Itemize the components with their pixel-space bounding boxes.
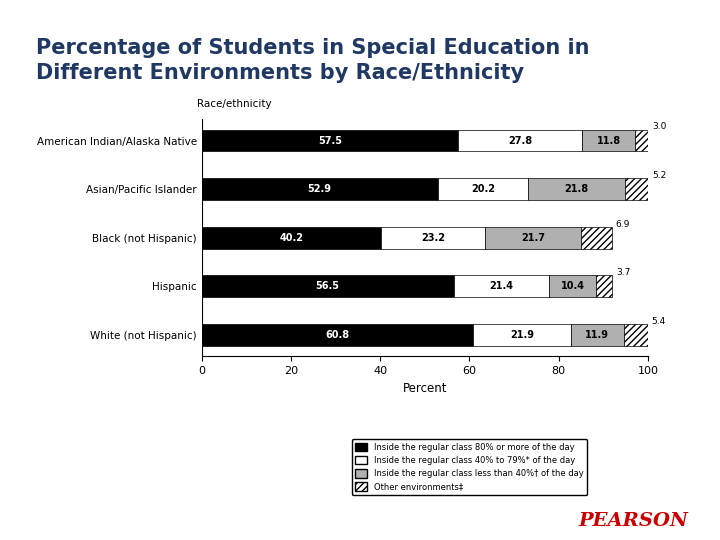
Bar	[438, 178, 528, 200]
Text: Turnbull, Turnbull, Wehmeyer, and Shogren  Exceptional Lives, 8th Edition.: Turnbull, Turnbull, Wehmeyer, and Shogre…	[14, 506, 300, 515]
Bar	[582, 227, 612, 248]
Bar	[635, 130, 649, 151]
Text: 21.9: 21.9	[510, 330, 534, 340]
Bar	[624, 324, 648, 346]
Bar	[571, 324, 624, 346]
Text: 27.8: 27.8	[508, 136, 532, 145]
Text: 60.8: 60.8	[325, 330, 349, 340]
Bar	[202, 130, 458, 151]
Text: 56.5: 56.5	[315, 281, 340, 291]
Bar	[473, 324, 571, 346]
Text: 21.8: 21.8	[564, 184, 589, 194]
Text: Race/ethnicity: Race/ethnicity	[197, 99, 271, 109]
Text: 3.0: 3.0	[652, 123, 667, 131]
Bar	[202, 275, 454, 297]
Bar	[582, 130, 635, 151]
Text: 21.7: 21.7	[521, 233, 545, 242]
Text: 5.2: 5.2	[652, 171, 666, 180]
Bar	[485, 227, 582, 248]
Text: 11.9: 11.9	[585, 330, 609, 340]
Bar	[625, 178, 649, 200]
Bar	[549, 275, 595, 297]
Text: 23.2: 23.2	[420, 233, 445, 242]
Text: 40.2: 40.2	[279, 233, 303, 242]
Bar	[528, 178, 625, 200]
Bar	[381, 227, 485, 248]
Text: 52.9: 52.9	[307, 184, 332, 194]
Text: 21.4: 21.4	[490, 281, 513, 291]
Text: 5.4: 5.4	[652, 316, 666, 326]
Bar	[202, 227, 381, 248]
Bar	[202, 178, 438, 200]
Text: © 2016, 2013, 2010, 2007, 2004 by Pearson Education, Inc. All Rights: © 2016, 2013, 2010, 2007, 2004 by Pearso…	[14, 525, 283, 534]
Text: 3-: 3-	[331, 516, 341, 526]
Text: 57.5: 57.5	[318, 136, 342, 145]
Bar	[202, 324, 473, 346]
Text: 20.2: 20.2	[471, 184, 495, 194]
Text: Percentage of Students in Special Education in
Different Environments by Race/Et: Percentage of Students in Special Educat…	[36, 38, 590, 83]
Text: 6.9: 6.9	[616, 219, 630, 228]
Text: 11.8: 11.8	[597, 136, 621, 145]
Legend: Inside the regular class 80% or more of the day, Inside the regular class 40% to: Inside the regular class 80% or more of …	[351, 440, 588, 495]
Bar	[595, 275, 612, 297]
X-axis label: Percent: Percent	[402, 382, 447, 395]
Bar	[458, 130, 582, 151]
Text: 10.4: 10.4	[561, 281, 585, 291]
Text: 3.7: 3.7	[616, 268, 630, 277]
Text: PEARSON: PEARSON	[579, 512, 688, 530]
Bar	[454, 275, 549, 297]
